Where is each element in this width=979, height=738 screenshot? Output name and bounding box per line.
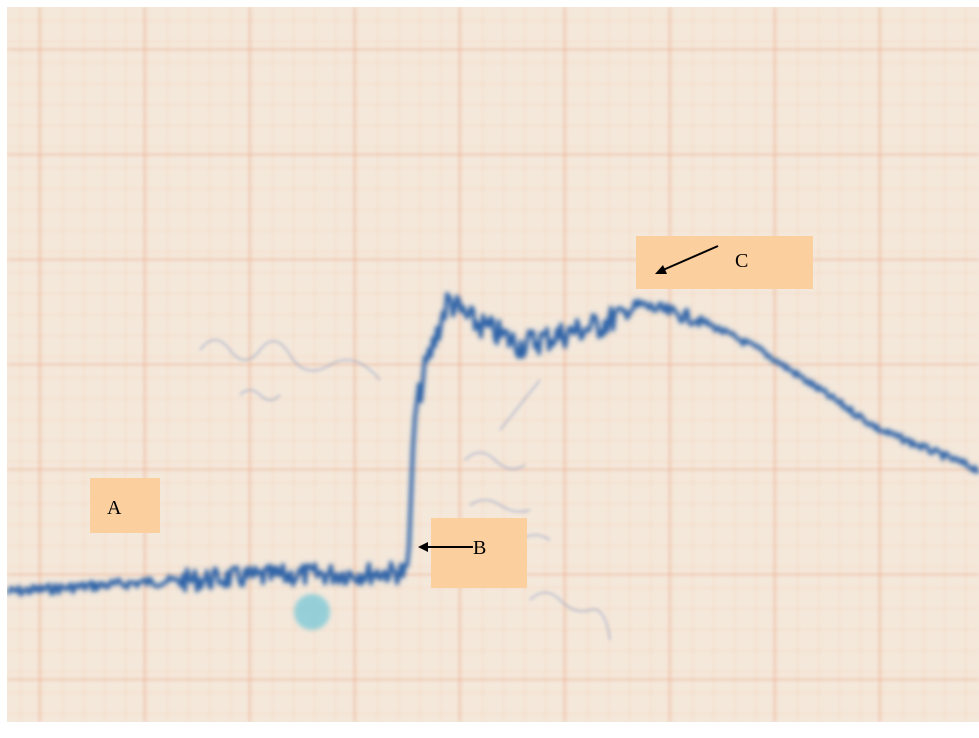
label-box-a bbox=[90, 478, 160, 533]
label-c: C bbox=[735, 250, 748, 272]
photo bbox=[7, 7, 979, 722]
label-b: B bbox=[473, 537, 486, 559]
grid-major bbox=[7, 7, 979, 722]
label-box-c bbox=[636, 236, 813, 289]
ink-blot bbox=[294, 594, 330, 630]
photo-figure: A B C bbox=[0, 0, 979, 738]
label-a: A bbox=[107, 497, 122, 519]
